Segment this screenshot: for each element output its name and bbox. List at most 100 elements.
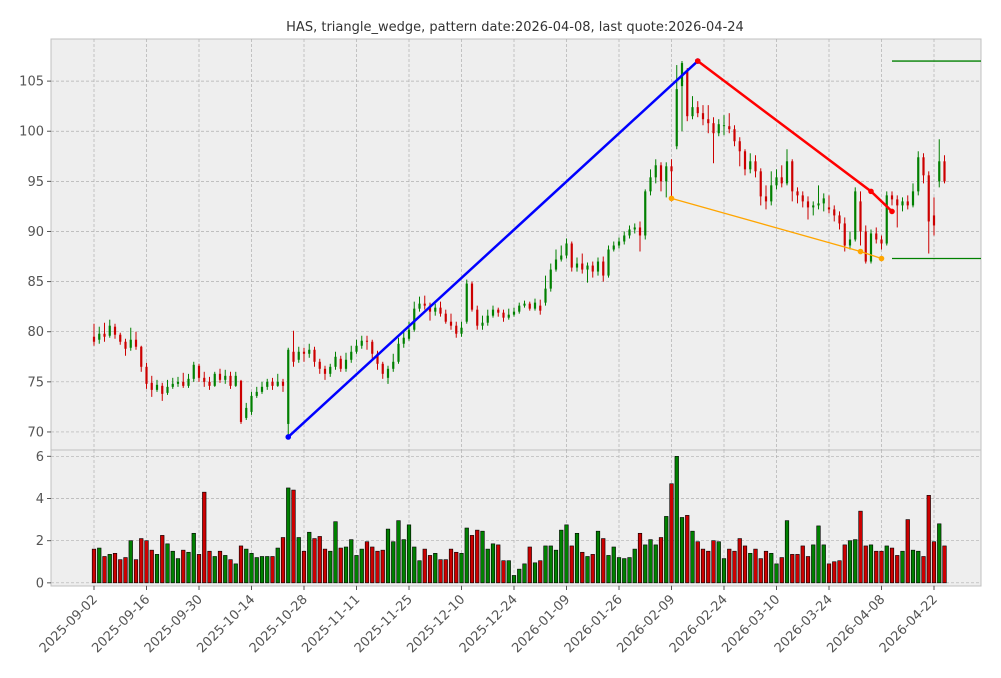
price-panel-background xyxy=(50,38,982,451)
volume-bar xyxy=(895,555,900,584)
volume-bar xyxy=(490,543,496,584)
candle-body xyxy=(297,351,300,360)
candle-body xyxy=(402,337,405,344)
candle-body xyxy=(549,269,552,289)
volume-bar xyxy=(212,556,217,584)
volume-tick-label: 2 xyxy=(36,534,44,549)
candle-body xyxy=(176,381,180,384)
volume-bar xyxy=(921,556,926,584)
volume-bar xyxy=(317,536,322,584)
volume-bar xyxy=(685,515,690,584)
candle-body xyxy=(507,314,510,318)
candle-body xyxy=(449,321,453,326)
candle-body xyxy=(880,239,883,244)
volume-bar xyxy=(181,549,186,584)
candle-body xyxy=(596,261,600,272)
volume-bar xyxy=(496,544,501,584)
candle-body xyxy=(875,233,878,240)
price-tick-label: 100 xyxy=(19,125,44,140)
volume-tick-label: 4 xyxy=(36,492,44,507)
candle-body xyxy=(192,364,195,379)
trend-line xyxy=(287,60,699,438)
candle-body xyxy=(271,381,274,386)
candle-body xyxy=(654,165,657,178)
candle-body xyxy=(187,378,190,386)
volume-bar xyxy=(669,483,674,584)
volume-bar xyxy=(238,545,244,584)
lower-wedge-line-point xyxy=(878,255,885,262)
candle-body xyxy=(229,375,232,386)
candle-body xyxy=(896,199,899,206)
volume-bar xyxy=(800,545,805,584)
candle-body xyxy=(586,265,589,270)
candle-body xyxy=(911,191,915,206)
candle-body xyxy=(98,333,101,340)
candle-body xyxy=(827,207,831,210)
candle-body xyxy=(260,386,264,392)
candle-body xyxy=(455,325,458,334)
candle-body xyxy=(581,263,584,270)
volume-bar xyxy=(942,545,947,584)
volume-bar xyxy=(559,529,564,584)
volume-bar xyxy=(385,528,391,584)
volume-bar xyxy=(611,546,616,584)
lower-wedge-line-point xyxy=(857,248,864,255)
candle-body xyxy=(392,361,395,369)
candle-body xyxy=(554,259,558,270)
volume-bar xyxy=(826,563,832,584)
volume-bar xyxy=(91,548,97,584)
volume-bar xyxy=(427,555,433,584)
candle-body xyxy=(612,245,615,250)
volume-bar xyxy=(480,530,485,584)
candlesticks xyxy=(92,61,946,437)
candle-body xyxy=(806,201,810,208)
volume-bar xyxy=(249,553,254,584)
volume-bar xyxy=(653,544,658,584)
candle-body xyxy=(544,288,547,303)
candle-body xyxy=(276,381,279,386)
candle-body xyxy=(119,334,122,342)
volume-bar xyxy=(375,550,380,584)
candle-body xyxy=(607,249,610,276)
candle-body xyxy=(329,366,332,374)
candle-body xyxy=(738,141,741,152)
candle-body xyxy=(633,227,636,230)
candle-body xyxy=(512,311,516,315)
candle-body xyxy=(423,303,426,306)
candle-body xyxy=(644,191,647,236)
candle-body xyxy=(134,339,138,347)
candle-body xyxy=(938,161,941,182)
volume-bar xyxy=(422,548,427,584)
volume-bar xyxy=(616,557,622,584)
volume-bar xyxy=(275,547,280,584)
volume-bar xyxy=(695,541,700,584)
volume-bar xyxy=(847,540,853,584)
candle-body xyxy=(234,375,237,386)
volume-bar xyxy=(517,568,522,584)
price-tick-label: 80 xyxy=(27,325,44,340)
candle-body xyxy=(434,307,437,312)
candle-body xyxy=(213,373,216,386)
candle-body xyxy=(250,395,253,412)
volume-bar xyxy=(737,538,742,584)
candle-body xyxy=(266,381,269,387)
volume-bar xyxy=(774,563,779,584)
volume-bar xyxy=(564,524,569,584)
candle-body xyxy=(150,382,153,390)
candle-body xyxy=(560,255,563,260)
volume-bar xyxy=(217,550,223,584)
candle-body xyxy=(397,343,400,362)
volume-bar xyxy=(322,548,328,584)
volume-bar xyxy=(307,531,312,584)
candle-body xyxy=(208,381,211,386)
volume-bar xyxy=(291,489,296,584)
volume-bar xyxy=(868,544,874,584)
volume-bar xyxy=(674,456,679,584)
volume-bar xyxy=(506,560,511,584)
candle-body xyxy=(365,340,369,342)
candle-body xyxy=(239,380,243,422)
upper-wedge-line-point xyxy=(694,58,701,64)
candle-body xyxy=(465,283,468,322)
volume-bar xyxy=(538,560,543,584)
volume-bar xyxy=(280,537,286,584)
